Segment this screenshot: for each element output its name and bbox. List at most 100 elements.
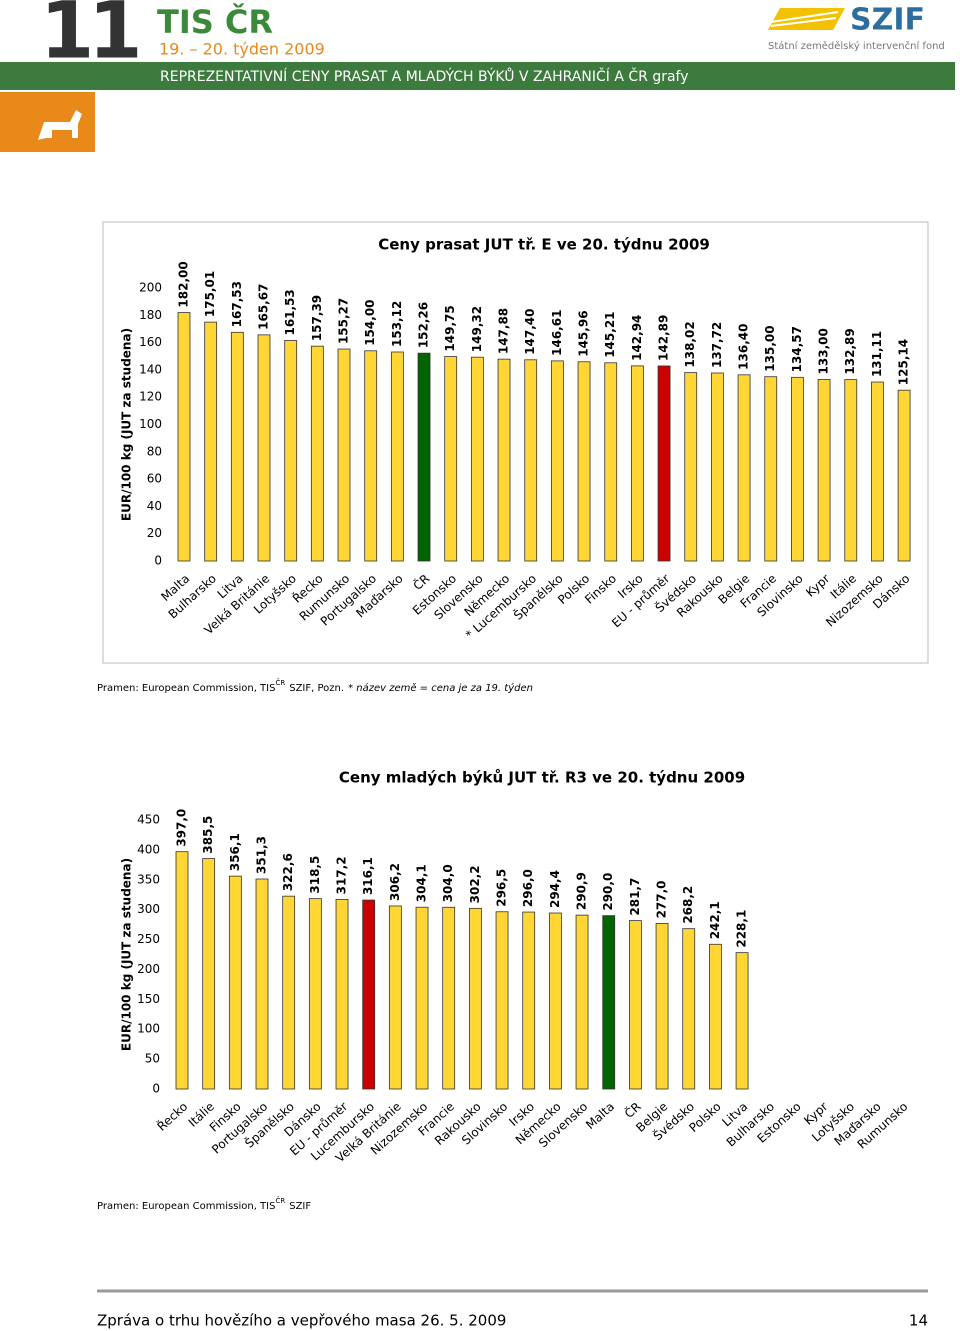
bar (630, 365, 644, 562)
y-tick-label: 0 (152, 1082, 160, 1096)
value-label: 125,14 (897, 339, 911, 385)
value-label: 182,00 (177, 261, 191, 307)
value-label: 268,2 (681, 886, 695, 924)
value-label: 146,61 (550, 310, 564, 356)
logo: SZIF (850, 3, 925, 38)
bar (495, 911, 509, 1090)
bar (470, 356, 484, 562)
bar (364, 350, 378, 562)
x-tick-label: Malta (583, 1099, 617, 1132)
bar (362, 899, 376, 1090)
x-tick-label: Řecko (154, 1099, 191, 1134)
value-label: 296,0 (521, 869, 535, 907)
value-label: 149,32 (470, 306, 484, 352)
bar (897, 389, 911, 562)
bar (711, 372, 724, 562)
value-label: 161,53 (283, 289, 297, 335)
chart-frame (102, 221, 929, 664)
value-label: 317,2 (335, 856, 349, 894)
bar (871, 381, 884, 562)
value-label: 134,57 (790, 326, 804, 372)
value-label: 356,1 (228, 833, 242, 871)
value-label: 142,94 (630, 315, 644, 361)
bar (417, 352, 431, 562)
y-tick-label: 20 (147, 526, 162, 540)
header-subtitle: REPREZENTATIVNÍ CENY PRASAT A MLADÝCH BÝ… (160, 67, 689, 85)
value-label: 155,27 (337, 298, 351, 344)
bar (657, 365, 671, 562)
logo-caption: Státní zemědělský intervenční fond (768, 40, 945, 52)
bar (310, 345, 324, 562)
value-label: 136,40 (737, 324, 751, 370)
bar (522, 911, 536, 1090)
bar (282, 895, 296, 1090)
bar (284, 340, 298, 562)
cow-icon (38, 110, 82, 140)
bar (257, 334, 271, 562)
bar (548, 912, 562, 1090)
bar (444, 356, 458, 562)
source-text: Pramen: European Commission, TIS (97, 683, 275, 694)
bar (230, 331, 244, 562)
value-label: 165,67 (257, 284, 271, 330)
y-tick-label: 0 (154, 554, 162, 568)
szif-stripes (768, 8, 845, 30)
source-rest: SZIF, Pozn. (289, 683, 344, 694)
bar (415, 906, 429, 1090)
value-label: 290,0 (601, 873, 615, 911)
bar (468, 907, 482, 1090)
value-label: 152,26 (417, 302, 431, 348)
bar (550, 360, 564, 562)
value-label: 154,00 (363, 299, 377, 345)
y-tick-label: 140 (139, 362, 162, 376)
bar (737, 374, 751, 562)
value-label: 322,6 (281, 853, 295, 891)
value-label: 142,89 (657, 315, 671, 361)
bar (577, 361, 591, 562)
bar (524, 359, 538, 562)
brand: TIS ČR (157, 2, 273, 41)
bar (628, 920, 642, 1090)
value-label: 296,5 (495, 869, 509, 907)
y-tick-label: 40 (147, 499, 162, 513)
bar (335, 898, 349, 1090)
value-label: 138,02 (683, 321, 697, 367)
value-label: 175,01 (203, 271, 217, 317)
bar (497, 358, 511, 562)
bar (604, 362, 618, 562)
bar (655, 923, 669, 1090)
value-label: 145,96 (577, 310, 591, 356)
value-label: 302,2 (468, 865, 482, 903)
y-tick-label: 50 (145, 1052, 160, 1066)
value-label: 397,0 (175, 809, 189, 847)
value-label: 145,21 (603, 311, 617, 357)
value-label: 135,00 (763, 325, 777, 371)
bar (202, 858, 216, 1090)
value-label: 277,0 (655, 880, 669, 918)
bar (390, 351, 404, 562)
value-label: 242,1 (708, 901, 722, 939)
bar (682, 928, 696, 1090)
bar (817, 379, 831, 562)
y-tick-label: 100 (139, 417, 162, 431)
value-label: 318,5 (308, 856, 322, 894)
y-tick-label: 450 (137, 813, 160, 827)
value-label: 133,00 (817, 328, 831, 374)
value-label: 304,1 (415, 864, 429, 902)
chart-title: Ceny mladých býků JUT tř. R3 ve 20. týdn… (339, 769, 745, 787)
y-tick-label: 200 (139, 281, 162, 295)
value-label: 137,72 (710, 322, 724, 368)
bar (308, 898, 322, 1090)
y-tick-label: 180 (139, 308, 162, 322)
bar (602, 915, 616, 1090)
bar (337, 348, 351, 562)
value-label: 304,0 (441, 864, 455, 902)
y-tick-label: 160 (139, 335, 162, 349)
value-label: 351,3 (255, 836, 269, 874)
bar (175, 851, 189, 1090)
y-tick-label: 80 (147, 444, 162, 458)
y-tick-label: 250 (137, 932, 160, 946)
value-label: 147,40 (523, 308, 537, 354)
y-tick-label: 200 (137, 962, 160, 976)
